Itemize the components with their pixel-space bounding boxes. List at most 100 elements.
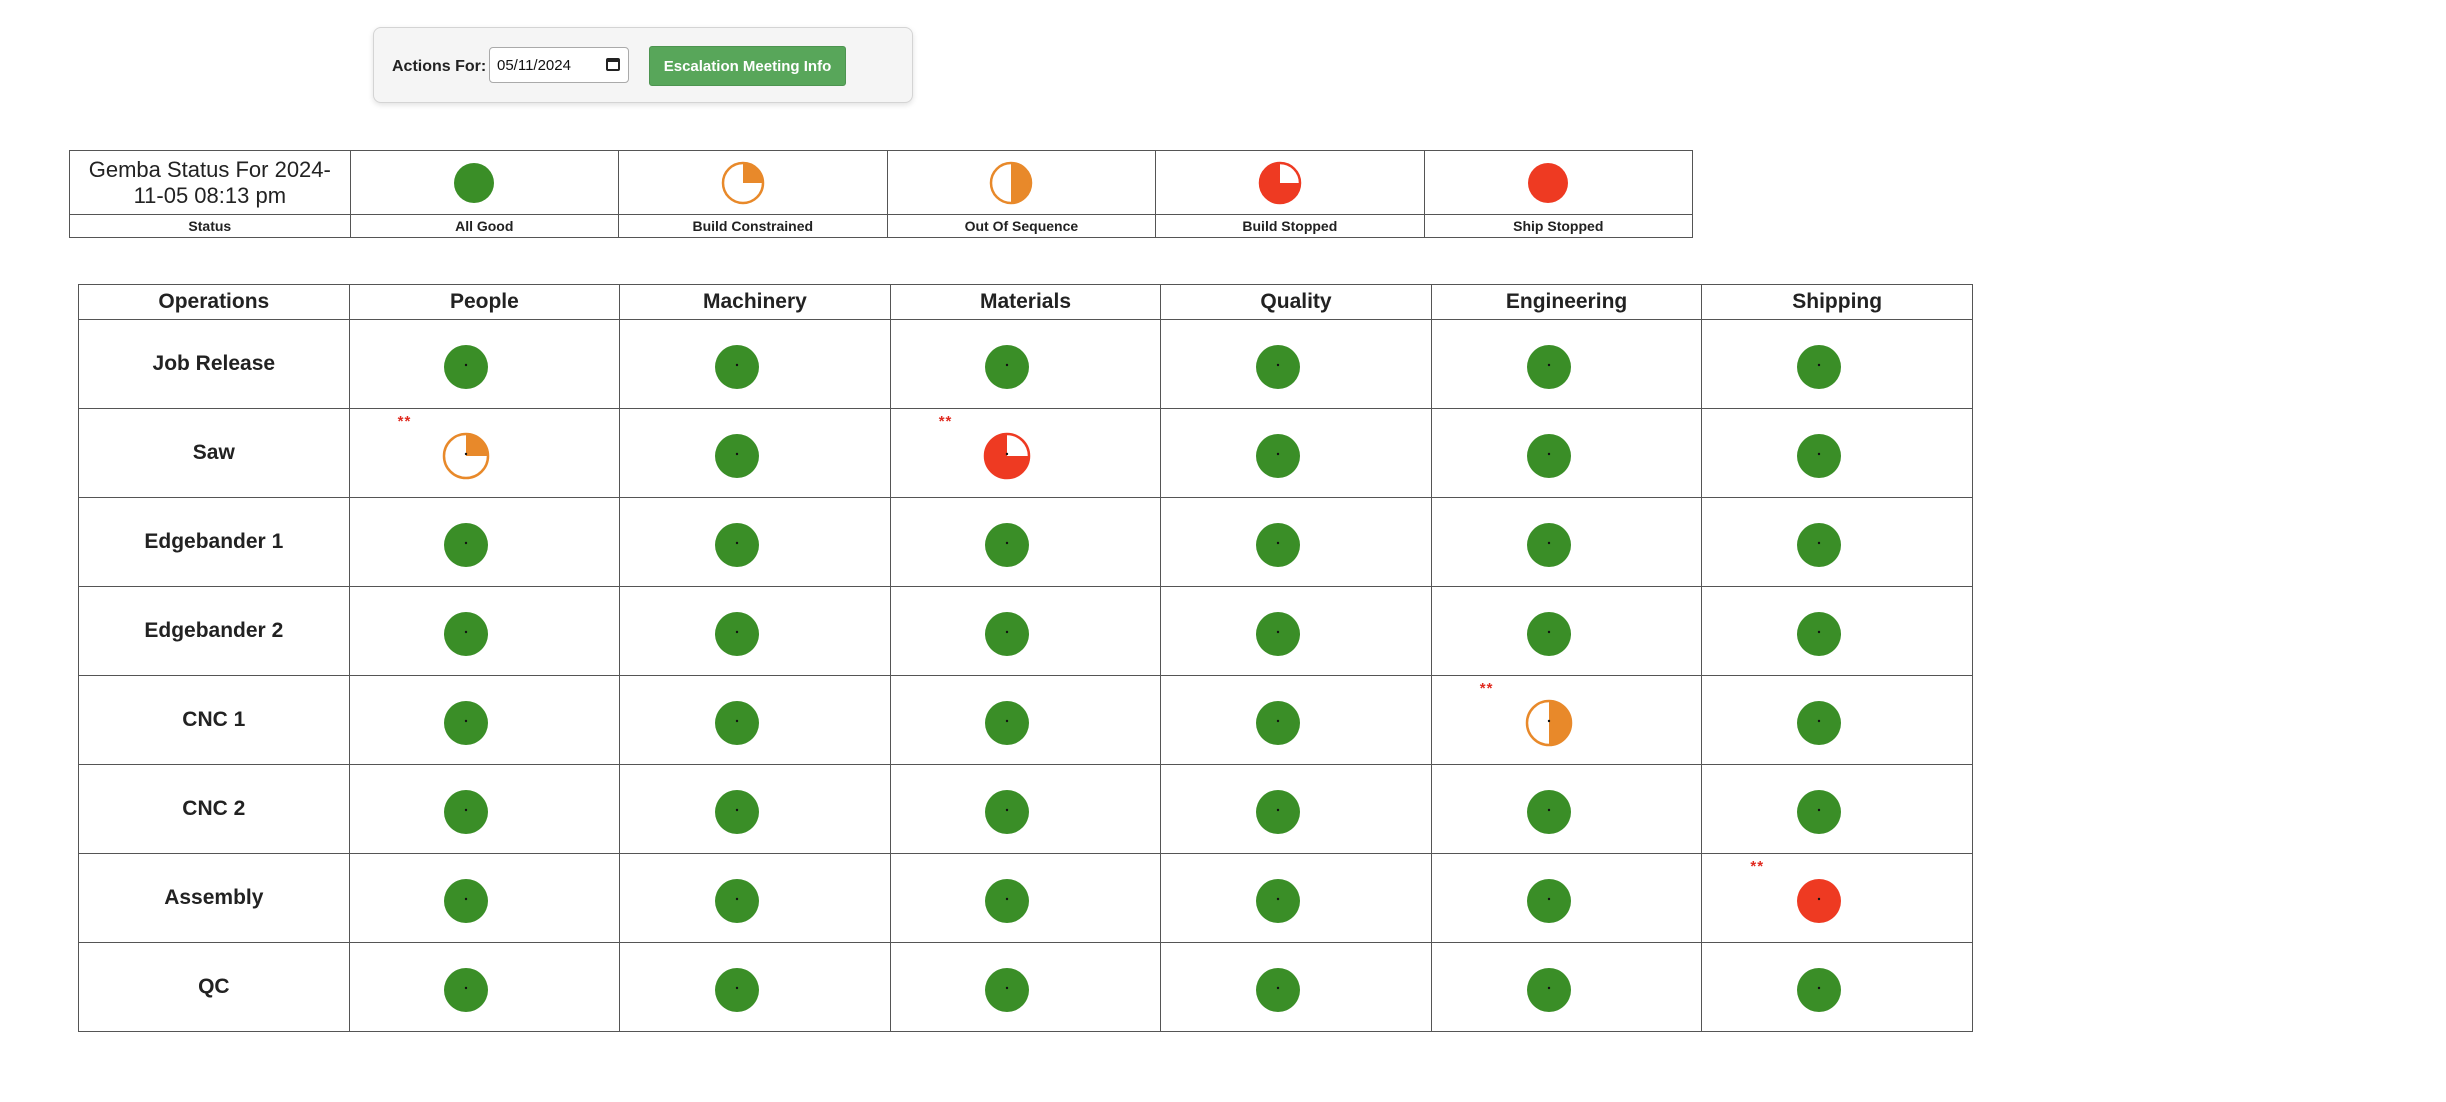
status-cell[interactable]	[619, 675, 891, 765]
status-cell[interactable]	[619, 942, 891, 1032]
all-good-status-icon[interactable]	[441, 965, 491, 1015]
all-good-status-icon[interactable]	[1253, 965, 1303, 1015]
all-good-status-icon[interactable]	[1524, 876, 1574, 926]
all-good-status-icon[interactable]	[1794, 431, 1844, 481]
all-good-status-icon[interactable]	[712, 787, 762, 837]
all-good-status-icon[interactable]	[1253, 876, 1303, 926]
actions-date-input[interactable]: 05/11/2024	[489, 47, 629, 83]
all-good-status-icon[interactable]	[1253, 520, 1303, 570]
all-good-status-icon[interactable]	[1524, 520, 1574, 570]
all-good-status-icon[interactable]	[1253, 431, 1303, 481]
all-good-status-icon[interactable]	[982, 787, 1032, 837]
status-cell[interactable]: **	[1430, 675, 1703, 765]
status-cell[interactable]	[889, 675, 1162, 765]
status-cell[interactable]	[1160, 497, 1432, 587]
status-cell[interactable]	[889, 319, 1162, 409]
all-good-status-icon[interactable]	[1524, 342, 1574, 392]
status-cell[interactable]	[1160, 675, 1432, 765]
all-good-status-icon[interactable]	[712, 520, 762, 570]
all-good-status-icon[interactable]	[712, 431, 762, 481]
status-cell[interactable]	[1430, 408, 1703, 498]
status-cell[interactable]	[348, 675, 621, 765]
all-good-status-icon[interactable]	[1794, 698, 1844, 748]
all-good-status-icon[interactable]	[441, 609, 491, 659]
all-good-status-icon[interactable]	[441, 520, 491, 570]
all-good-status-icon[interactable]	[982, 965, 1032, 1015]
status-cell[interactable]	[619, 497, 891, 587]
build-stopped-status-icon[interactable]	[1257, 160, 1303, 206]
build-constrained-status-icon[interactable]	[441, 431, 491, 481]
status-cell[interactable]	[619, 319, 891, 409]
all-good-status-icon[interactable]	[712, 965, 762, 1015]
status-cell[interactable]	[619, 764, 891, 854]
all-good-status-icon[interactable]	[982, 342, 1032, 392]
status-cell[interactable]: **	[348, 408, 621, 498]
all-good-status-icon[interactable]	[1524, 609, 1574, 659]
all-good-status-icon[interactable]	[1524, 965, 1574, 1015]
all-good-status-icon[interactable]	[982, 609, 1032, 659]
status-cell[interactable]	[348, 319, 621, 409]
all-good-status-icon[interactable]	[1794, 520, 1844, 570]
status-cell[interactable]	[889, 942, 1162, 1032]
all-good-status-icon[interactable]	[441, 787, 491, 837]
status-cell[interactable]	[1701, 408, 1973, 498]
out-of-sequence-status-icon[interactable]	[988, 160, 1034, 206]
status-cell[interactable]	[1160, 942, 1432, 1032]
status-cell[interactable]	[1701, 586, 1973, 676]
out-of-sequence-status-icon[interactable]	[1524, 698, 1574, 748]
status-cell[interactable]	[1430, 319, 1703, 409]
status-cell[interactable]	[619, 853, 891, 943]
status-cell[interactable]	[1701, 675, 1973, 765]
all-good-status-icon[interactable]	[982, 698, 1032, 748]
status-cell[interactable]	[619, 408, 891, 498]
status-cell[interactable]	[1430, 764, 1703, 854]
all-good-status-icon[interactable]	[712, 876, 762, 926]
all-good-status-icon[interactable]	[1794, 787, 1844, 837]
status-cell[interactable]	[1701, 764, 1973, 854]
status-cell[interactable]: **	[1701, 853, 1973, 943]
status-cell[interactable]	[348, 497, 621, 587]
status-cell[interactable]	[1430, 853, 1703, 943]
status-cell[interactable]	[889, 586, 1162, 676]
status-cell[interactable]	[1701, 497, 1973, 587]
status-cell[interactable]	[889, 764, 1162, 854]
status-cell[interactable]	[348, 853, 621, 943]
status-cell[interactable]	[1160, 764, 1432, 854]
all-good-status-icon[interactable]	[1253, 342, 1303, 392]
all-good-status-icon[interactable]	[982, 520, 1032, 570]
status-cell[interactable]	[889, 853, 1162, 943]
status-cell[interactable]	[889, 497, 1162, 587]
status-cell[interactable]	[348, 764, 621, 854]
ship-stopped-status-icon[interactable]	[1794, 876, 1844, 926]
all-good-status-icon[interactable]	[1253, 609, 1303, 659]
all-good-status-icon[interactable]	[441, 698, 491, 748]
all-good-status-icon[interactable]	[1253, 787, 1303, 837]
all-good-status-icon[interactable]	[441, 876, 491, 926]
all-good-status-icon[interactable]	[1794, 342, 1844, 392]
status-cell[interactable]	[1160, 319, 1432, 409]
all-good-status-icon[interactable]	[1794, 609, 1844, 659]
status-cell[interactable]	[348, 586, 621, 676]
all-good-status-icon[interactable]	[1253, 698, 1303, 748]
all-good-status-icon[interactable]	[1524, 787, 1574, 837]
status-cell[interactable]	[1160, 408, 1432, 498]
all-good-status-icon[interactable]	[1524, 431, 1574, 481]
status-cell[interactable]	[619, 586, 891, 676]
status-cell[interactable]	[1430, 942, 1703, 1032]
status-cell[interactable]: **	[889, 408, 1162, 498]
all-good-status-icon[interactable]	[451, 160, 497, 206]
escalation-meeting-info-button[interactable]: Escalation Meeting Info	[649, 46, 846, 86]
status-cell[interactable]	[348, 942, 621, 1032]
status-cell[interactable]	[1430, 586, 1703, 676]
status-cell[interactable]	[1430, 497, 1703, 587]
status-cell[interactable]	[1160, 853, 1432, 943]
status-cell[interactable]	[1701, 319, 1973, 409]
all-good-status-icon[interactable]	[982, 876, 1032, 926]
all-good-status-icon[interactable]	[1794, 965, 1844, 1015]
calendar-icon[interactable]	[606, 58, 620, 71]
all-good-status-icon[interactable]	[712, 698, 762, 748]
build-constrained-status-icon[interactable]	[720, 160, 766, 206]
build-stopped-status-icon[interactable]	[982, 431, 1032, 481]
status-cell[interactable]	[1701, 942, 1973, 1032]
status-cell[interactable]	[1160, 586, 1432, 676]
